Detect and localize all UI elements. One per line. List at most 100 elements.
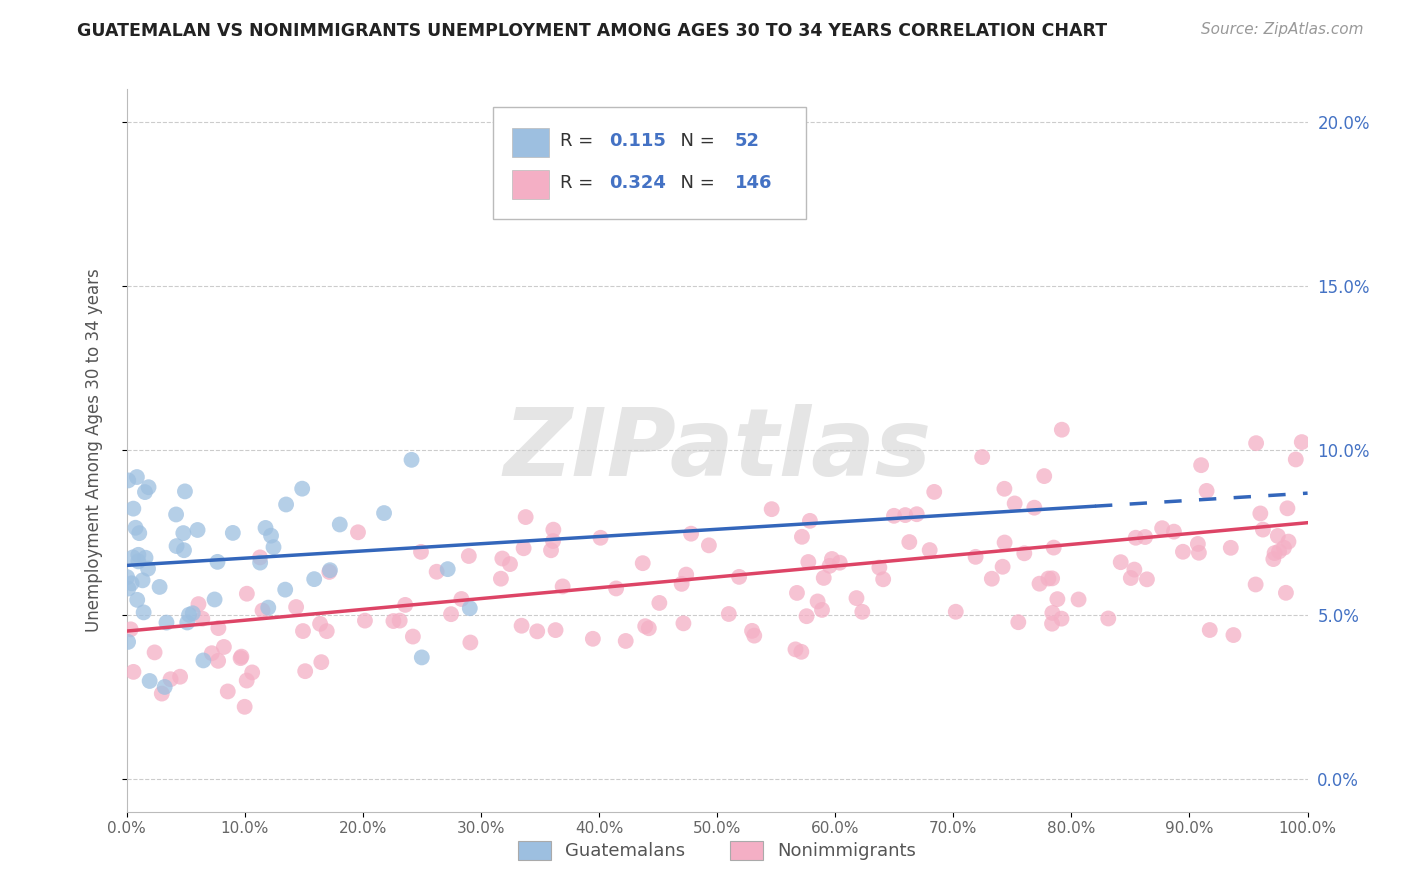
Point [785,642,807,657]
Point [285,600,308,615]
Point [125,470,148,484]
Point [207,621,229,635]
Point [426,565,449,579]
Point [401,453,423,467]
Point [1249,507,1271,521]
Point [315,624,337,639]
Point [138,480,160,494]
Point [675,567,697,582]
Point [187,523,209,537]
Point [117,582,139,596]
Text: 0.324: 0.324 [610,174,666,192]
Point [138,673,160,688]
Point [672,616,695,631]
Point [681,526,703,541]
Point [411,650,433,665]
Point [868,560,890,574]
Point [818,558,841,573]
Point [1251,523,1274,537]
Point [671,577,693,591]
Point [894,508,917,522]
Point [828,556,851,570]
Point [1028,576,1050,591]
Point [512,541,534,556]
Point [388,614,411,628]
Point [1040,571,1063,585]
Point [318,565,340,579]
Point [799,514,821,528]
Point [176,615,198,630]
Point [1050,423,1073,437]
Point [263,540,285,554]
Point [790,645,813,659]
Point [294,664,316,678]
Point [991,559,1014,574]
Text: N =: N = [669,174,720,192]
Point [436,562,458,576]
Point [117,635,139,649]
Point [1097,611,1119,625]
Point [1222,628,1244,642]
Point [229,651,252,665]
Point [240,665,263,680]
Point [1040,616,1063,631]
Point [354,614,377,628]
Point [131,574,153,588]
Point [790,530,813,544]
Point [149,580,172,594]
Point [1285,452,1308,467]
FancyBboxPatch shape [512,128,550,157]
Point [212,640,235,654]
Point [329,517,352,532]
Point [1198,623,1220,637]
Point [1038,572,1060,586]
Point [222,525,245,540]
Point [993,482,1015,496]
Point [127,593,149,607]
Point [1067,592,1090,607]
Point [132,606,155,620]
Point [1119,571,1142,585]
Point [155,615,177,630]
Point [821,552,844,566]
Point [127,548,149,562]
Text: 0.115: 0.115 [610,132,666,150]
Point [136,562,159,576]
Point [543,523,565,537]
Point [742,629,765,643]
Point [233,699,256,714]
FancyBboxPatch shape [492,107,806,219]
Point [172,526,194,541]
Point [319,563,342,577]
Point [153,680,176,694]
Point [993,535,1015,549]
Point [1263,552,1285,566]
Text: R =: R = [560,174,599,192]
Point [201,646,224,660]
Point [761,502,783,516]
Point [121,576,143,591]
Point [274,582,297,597]
Text: 52: 52 [735,132,759,150]
Legend: Guatemalans, Nonimmigrants: Guatemalans, Nonimmigrants [510,834,924,868]
Point [187,597,209,611]
Point [510,618,533,632]
Point [582,632,605,646]
Point [128,526,150,541]
Point [797,555,820,569]
Point [207,555,229,569]
Point [457,549,479,563]
Point [813,571,835,585]
Point [231,649,253,664]
Point [120,623,142,637]
Point [1109,555,1132,569]
Point [450,592,472,607]
Point [458,601,481,615]
Point [786,586,808,600]
Point [169,670,191,684]
Point [1187,537,1209,551]
Point [980,572,1002,586]
Point [204,592,226,607]
Point [1163,524,1185,539]
Point [614,634,637,648]
